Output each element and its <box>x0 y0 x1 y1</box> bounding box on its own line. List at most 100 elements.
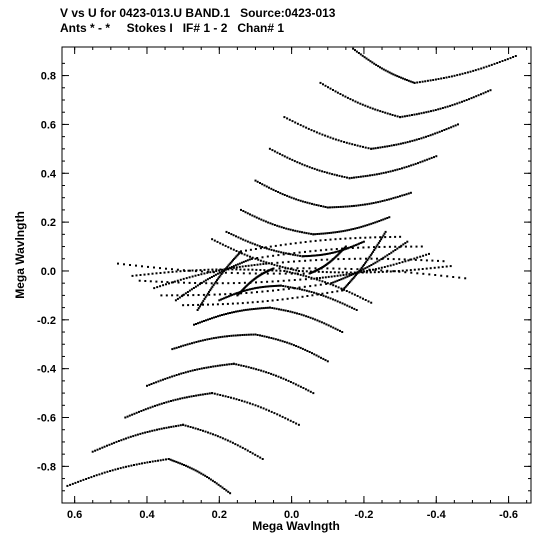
uv-point <box>316 319 319 322</box>
uv-point <box>199 393 202 396</box>
uv-point <box>110 442 113 445</box>
uv-point <box>250 264 253 267</box>
uv-point <box>365 271 368 274</box>
uv-point <box>282 226 285 229</box>
uv-point <box>353 307 356 310</box>
uv-point <box>255 286 258 289</box>
uv-point <box>153 429 156 432</box>
uv-point <box>360 271 363 274</box>
uv-point <box>415 113 418 116</box>
uv-point <box>403 115 406 118</box>
uv-point <box>359 102 362 105</box>
uv-point <box>370 222 373 225</box>
uv-point <box>306 165 309 168</box>
uv-point <box>371 107 374 110</box>
uv-point <box>266 285 269 288</box>
uv-point <box>254 453 257 456</box>
uv-point <box>339 205 342 208</box>
uv-point <box>324 84 327 87</box>
uv-point <box>439 107 442 110</box>
uv-point <box>389 270 392 273</box>
uv-point <box>296 296 299 299</box>
uv-point <box>369 269 371 272</box>
uv-point <box>240 252 243 255</box>
plot-frame <box>61 46 532 504</box>
uv-point <box>304 348 307 351</box>
uv-point <box>202 303 204 306</box>
uv-point <box>343 303 346 306</box>
uv-point <box>307 389 310 392</box>
uv-point <box>225 267 228 270</box>
uv-point <box>208 338 211 340</box>
uv-point <box>281 154 284 157</box>
uv-point <box>306 201 309 204</box>
uv-point <box>268 186 270 189</box>
uv-point <box>324 232 327 235</box>
uv-point <box>303 164 306 167</box>
uv-point <box>286 341 289 344</box>
uv-point <box>114 468 117 471</box>
uv-point <box>383 145 386 148</box>
uv-point <box>387 257 390 260</box>
uv-point <box>136 433 139 436</box>
uv-point <box>340 278 343 281</box>
uv-point <box>321 133 324 136</box>
uv-point <box>265 371 268 374</box>
uv-point <box>127 465 130 468</box>
uv-point <box>357 52 360 54</box>
uv-point <box>249 451 252 453</box>
uv-point <box>480 93 482 96</box>
uv-point <box>290 196 293 199</box>
uv-point <box>379 66 381 69</box>
uv-point <box>199 429 202 431</box>
uv-point <box>352 47 355 50</box>
uv-point <box>98 447 101 450</box>
uv-point <box>357 271 360 274</box>
uv-point <box>198 471 201 474</box>
uv-point <box>445 265 448 268</box>
uv-point <box>247 288 250 291</box>
uv-point <box>321 270 324 273</box>
uv-point <box>451 104 454 107</box>
uv-point <box>212 274 215 277</box>
uv-point <box>381 270 384 273</box>
uv-point <box>268 147 271 150</box>
uv-point <box>375 173 378 176</box>
uv-point <box>226 265 229 268</box>
uv-point <box>344 276 347 279</box>
uv-point <box>310 291 313 293</box>
uv-point <box>362 175 365 178</box>
uv-point <box>261 246 264 248</box>
uv-point <box>464 72 467 75</box>
uv-point <box>339 93 342 95</box>
uv-point <box>304 241 307 243</box>
uv-point <box>182 293 185 296</box>
uv-point <box>359 204 362 207</box>
uv-point <box>363 270 366 273</box>
uv-point <box>307 127 310 130</box>
uv-point <box>377 65 380 68</box>
uv-point <box>216 272 219 275</box>
y-tick-label: 0.2 <box>41 217 56 229</box>
uv-point <box>297 384 300 387</box>
uv-point <box>318 169 321 172</box>
uv-point <box>238 262 241 265</box>
uv-point <box>283 194 286 196</box>
uv-point <box>270 410 273 413</box>
uv-point <box>253 264 256 266</box>
uv-point <box>153 266 155 269</box>
uv-point <box>431 133 434 136</box>
uv-point <box>232 293 235 296</box>
uv-point <box>202 429 204 432</box>
uv-point <box>298 313 301 315</box>
uv-point <box>456 74 459 77</box>
uv-point <box>297 423 300 426</box>
uv-point <box>350 279 353 282</box>
uv-point <box>108 443 111 446</box>
uv-point <box>275 250 278 253</box>
uv-point <box>176 294 179 297</box>
uv-point <box>232 334 235 337</box>
uv-point <box>129 264 131 266</box>
uv-point <box>304 278 307 281</box>
uv-point <box>351 99 354 102</box>
